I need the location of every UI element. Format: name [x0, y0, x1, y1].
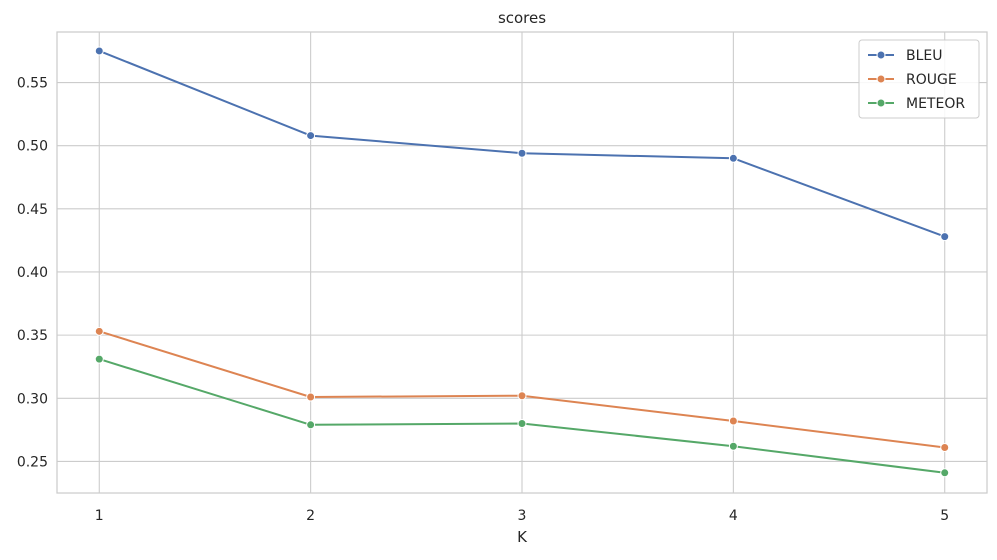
legend-label: BLEU [906, 48, 943, 64]
data-point [306, 131, 316, 141]
y-tick-label: 0.25 [17, 454, 48, 470]
legend-marker [876, 50, 886, 60]
chart-title: scores [498, 9, 546, 27]
data-point [728, 441, 738, 451]
y-tick-label: 0.35 [17, 328, 48, 344]
y-tick-label: 0.45 [17, 202, 48, 218]
series-meteor [94, 354, 950, 478]
data-point [517, 148, 527, 158]
legend: BLEU ROUGE METEOR [858, 39, 980, 119]
y-tick-label: 0.40 [17, 265, 48, 281]
x-axis-title: K [517, 528, 528, 546]
y-tick-label: 0.55 [17, 76, 48, 92]
data-point [517, 391, 527, 401]
data-point [306, 392, 316, 402]
x-tick-label: 2 [306, 508, 315, 524]
x-tick-label: 3 [518, 508, 527, 524]
data-point [94, 46, 104, 56]
series-layer [94, 46, 950, 478]
data-point [940, 443, 950, 453]
x-tick-label: 1 [95, 508, 104, 524]
data-point [940, 232, 950, 242]
y-tick-label: 0.30 [17, 391, 48, 407]
legend-marker [876, 74, 886, 84]
legend-label: ROUGE [906, 72, 957, 88]
x-tick-label: 5 [940, 508, 949, 524]
data-point [940, 468, 950, 478]
x-tick-label: 4 [729, 508, 738, 524]
legend-item-bleu: BLEU [868, 48, 943, 64]
data-point [306, 420, 316, 430]
series-bleu [94, 46, 950, 242]
legend-item-rouge: ROUGE [868, 72, 957, 88]
y-tick-label: 0.50 [17, 139, 48, 155]
data-point [94, 354, 104, 364]
data-point [517, 419, 527, 429]
data-point [728, 416, 738, 426]
legend-label: METEOR [906, 96, 965, 112]
series-rouge [94, 326, 950, 453]
legend-item-meteor: METEOR [868, 96, 965, 112]
data-point [728, 153, 738, 163]
data-point [94, 326, 104, 336]
tick-labels: 0.25 0.30 0.35 0.40 0.45 0.50 0.55 1 2 3 4 5 [17, 76, 949, 524]
legend-box [858, 39, 980, 119]
legend-marker [876, 98, 886, 108]
plot-frame [56, 31, 988, 494]
